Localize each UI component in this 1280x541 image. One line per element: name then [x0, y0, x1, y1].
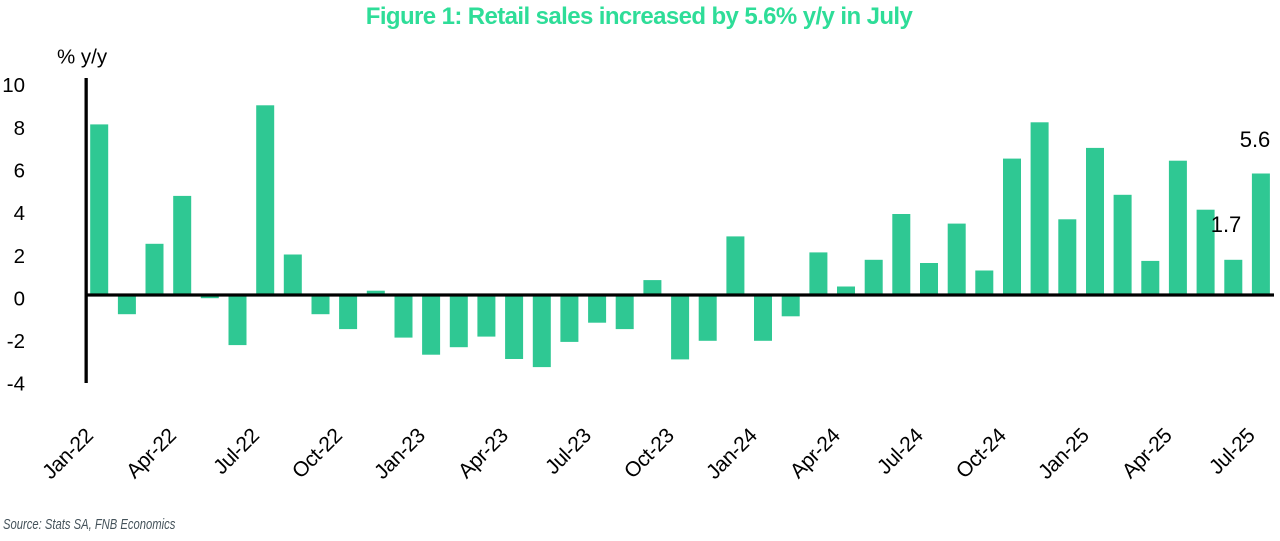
svg-text:0: 0 — [14, 287, 25, 310]
svg-text:4: 4 — [14, 202, 25, 225]
svg-text:Jul-24: Jul-24 — [873, 424, 928, 479]
svg-text:10: 10 — [2, 74, 25, 97]
svg-text:Oct-22: Oct-22 — [288, 424, 347, 483]
svg-text:Jan-22: Jan-22 — [38, 424, 98, 484]
svg-text:Apr-23: Apr-23 — [454, 424, 513, 483]
svg-text:% y/y: % y/y — [57, 46, 108, 69]
svg-text:-2: -2 — [7, 330, 25, 353]
svg-text:8: 8 — [14, 117, 25, 140]
svg-text:Oct-24: Oct-24 — [952, 424, 1011, 483]
svg-text:Oct-23: Oct-23 — [620, 424, 679, 483]
svg-text:Jan-25: Jan-25 — [1034, 424, 1094, 484]
svg-text:Jan-23: Jan-23 — [370, 424, 430, 484]
svg-text:Jul-22: Jul-22 — [209, 424, 264, 479]
svg-text:2: 2 — [14, 245, 25, 268]
svg-text:Apr-25: Apr-25 — [1118, 424, 1177, 483]
svg-text:Jan-24: Jan-24 — [702, 424, 762, 484]
svg-text:Apr-24: Apr-24 — [786, 424, 845, 483]
svg-text:Jul-23: Jul-23 — [541, 424, 596, 479]
svg-text:6: 6 — [14, 160, 25, 183]
svg-text:Jul-25: Jul-25 — [1205, 424, 1260, 479]
svg-text:1.7: 1.7 — [1211, 212, 1242, 237]
svg-text:-4: -4 — [7, 373, 25, 396]
svg-text:5.6: 5.6 — [1240, 127, 1271, 152]
svg-text:Apr-22: Apr-22 — [122, 424, 181, 483]
